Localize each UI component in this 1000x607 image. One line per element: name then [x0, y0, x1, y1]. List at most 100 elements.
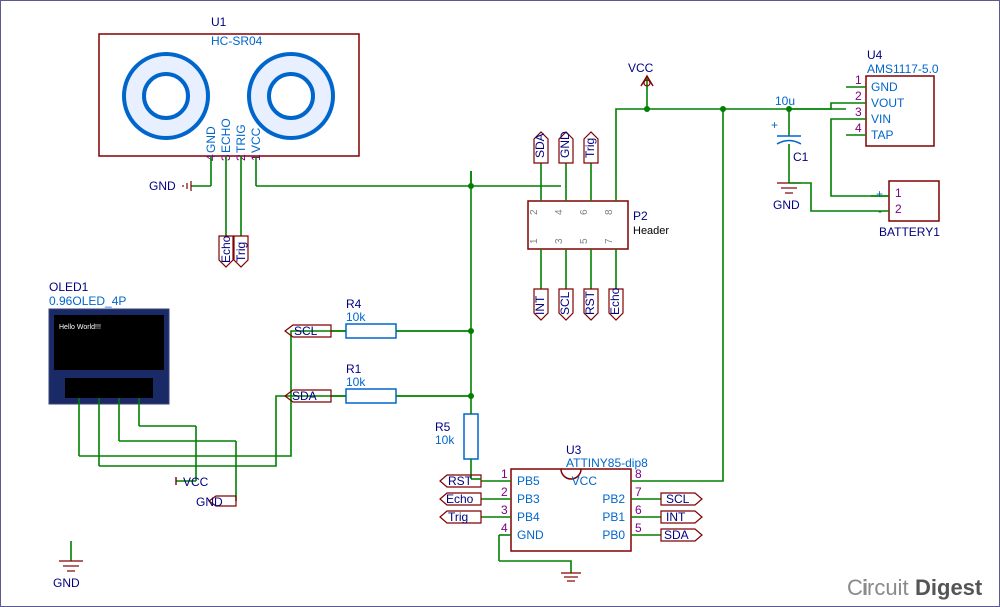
svg-text:Echo: Echo — [608, 287, 622, 315]
svg-text:Echo: Echo — [446, 492, 474, 506]
svg-text:6: 6 — [579, 209, 590, 215]
svg-text:PB5: PB5 — [517, 474, 540, 488]
svg-text:0.96OLED_4P: 0.96OLED_4P — [49, 294, 126, 308]
svg-text:3: 3 — [855, 105, 862, 119]
gnd-c1: GND — [773, 183, 801, 212]
svg-text:P2: P2 — [633, 209, 648, 223]
svg-text:10k: 10k — [346, 375, 366, 389]
svg-text:GND: GND — [204, 126, 218, 153]
svg-text:2: 2 — [855, 89, 862, 103]
svg-text:RST: RST — [583, 290, 597, 315]
svg-text:GND: GND — [558, 131, 572, 158]
svg-text:BATTERY1: BATTERY1 — [879, 225, 940, 239]
oled-screentext: Hello World!!! — [59, 324, 101, 331]
svg-text:GND: GND — [53, 576, 80, 590]
svg-text:C: C — [847, 575, 863, 600]
svg-text:2: 2 — [895, 202, 902, 216]
svg-text:OLED1: OLED1 — [49, 280, 89, 294]
svg-text:SDA: SDA — [533, 133, 547, 158]
svg-text:SDA: SDA — [664, 528, 689, 542]
svg-text:1: 1 — [855, 73, 862, 87]
svg-text:VCC: VCC — [628, 61, 654, 75]
svg-text:VOUT: VOUT — [871, 96, 905, 110]
u3-right-nets: SCL INT SDA — [661, 492, 702, 542]
svg-text:3: 3 — [501, 503, 508, 517]
svg-text:SCL: SCL — [558, 291, 572, 315]
svg-text:PB4: PB4 — [517, 510, 540, 524]
svg-text:VCC: VCC — [249, 127, 263, 153]
svg-text:VCC: VCC — [183, 475, 209, 489]
svg-text:INT: INT — [533, 295, 547, 315]
svg-text:U4: U4 — [867, 48, 883, 62]
svg-text:VIN: VIN — [871, 112, 891, 126]
svg-text:INT: INT — [666, 510, 686, 524]
gnd-u1: GND — [149, 179, 211, 193]
svg-text:RST: RST — [448, 474, 473, 488]
netflag-echo-u1: Echo — [219, 235, 233, 267]
svg-text:Header: Header — [633, 225, 669, 237]
component-oled: OLED1 0.96OLED_4P Hello World!!! — [49, 280, 169, 466]
component-battery: 1 2 + - BATTERY1 — [871, 181, 940, 239]
svg-text:+: + — [876, 187, 883, 201]
svg-text:PB3: PB3 — [517, 492, 540, 506]
svg-text:2: 2 — [529, 209, 540, 215]
svg-text:R5: R5 — [435, 420, 451, 434]
svg-text:4: 4 — [501, 521, 508, 535]
svg-text:GND: GND — [517, 528, 544, 542]
svg-text:ECHO: ECHO — [219, 118, 233, 153]
svg-text:4: 4 — [554, 209, 565, 215]
svg-text:3: 3 — [554, 238, 565, 244]
u1-ref: U1 — [211, 15, 227, 29]
svg-text:Echo: Echo — [219, 235, 233, 263]
svg-text:PB0: PB0 — [602, 528, 625, 542]
svg-text:SCL: SCL — [294, 324, 318, 338]
component-u1-hcsr04: U1 HC-SR04 4 3 2 1 GND ECHO TRIG VCC — [99, 15, 359, 236]
svg-text:GND: GND — [773, 198, 800, 212]
svg-text:PB2: PB2 — [602, 492, 625, 506]
svg-text:7: 7 — [635, 485, 642, 499]
svg-text:7: 7 — [604, 238, 615, 244]
svg-text:10k: 10k — [346, 310, 366, 324]
svg-text:10u: 10u — [775, 94, 795, 108]
component-r4: R4 10k — [331, 297, 471, 338]
component-r5: R5 10k — [435, 396, 478, 479]
svg-text:C1: C1 — [793, 150, 809, 164]
netflag-vcc-oled: VCC — [139, 426, 209, 489]
svg-text:1: 1 — [529, 238, 540, 244]
svg-text:8: 8 — [635, 467, 642, 481]
netflag-trig-u1: Trig — [234, 236, 248, 267]
component-u3-attiny85: U3 ATTINY85-dip8 1 2 3 4 PB5 PB3 PB4 GND… — [481, 443, 661, 551]
svg-text:TRIG: TRIG — [234, 124, 248, 153]
u1-part: HC-SR04 — [211, 34, 263, 48]
component-p2-header: 2 4 6 8 1 3 5 7 P2 Header SDA GND Trig I… — [528, 106, 723, 320]
svg-text:1: 1 — [895, 186, 902, 200]
svg-text:Trig: Trig — [448, 510, 468, 524]
svg-text:5: 5 — [579, 238, 590, 244]
svg-text:10k: 10k — [435, 433, 455, 447]
svg-text:6: 6 — [635, 503, 642, 517]
svg-text:4: 4 — [855, 121, 862, 135]
svg-text:SCL: SCL — [666, 492, 690, 506]
component-u4-ams1117: U4 AMS1117-5.0 1 2 3 4 GND VOUT VIN TAP — [846, 48, 939, 146]
svg-text:VCC: VCC — [572, 474, 598, 488]
svg-text:GND: GND — [871, 80, 898, 94]
svg-text:rcuit: rcuit — [867, 575, 909, 600]
svg-text:2: 2 — [501, 485, 508, 499]
schematic-svg: U1 HC-SR04 4 3 2 1 GND ECHO TRIG VCC GND… — [1, 1, 1000, 607]
gnd-bottom-left: GND — [53, 541, 83, 590]
svg-text:Trig: Trig — [583, 138, 597, 158]
svg-text:GND: GND — [149, 179, 176, 193]
svg-text:Trig: Trig — [234, 242, 248, 262]
svg-text:TAP: TAP — [871, 128, 893, 142]
svg-text:1: 1 — [501, 467, 508, 481]
schematic-canvas: U1 HC-SR04 4 3 2 1 GND ECHO TRIG VCC GND… — [0, 0, 1000, 607]
svg-text:SDA: SDA — [292, 389, 317, 403]
watermark: C i rcuit Digest — [847, 575, 983, 600]
svg-text:+: + — [771, 118, 778, 132]
u3-left-nets: RST Echo Trig — [440, 474, 481, 524]
vcc-top-arrow: VCC — [628, 61, 654, 109]
component-r1: R1 10k — [331, 362, 471, 403]
netflag-gnd-oled: GND — [119, 441, 236, 509]
svg-text:PB1: PB1 — [602, 510, 625, 524]
svg-text:U3: U3 — [566, 443, 582, 457]
